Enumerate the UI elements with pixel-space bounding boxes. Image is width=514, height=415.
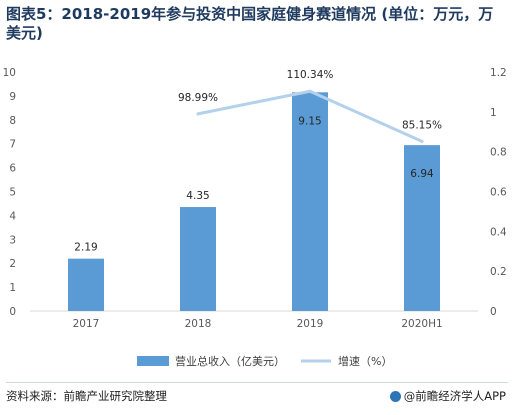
x-tick-label: 2017	[73, 318, 100, 330]
chart: 0 1 2 3 4 5 6 7 8 9 10 0 0.2 0.4 0.6 0.8 1 1.2 2017 2018 201…	[3, 67, 507, 368]
chart-title: 图表5：2018-2019年参与投资中国家庭健身赛道情况 (单位：万元，万美元)	[6, 5, 494, 42]
y-right-tick-label: 1.2	[490, 67, 507, 79]
line-value-label: 85.15%	[402, 119, 442, 131]
growth-rate-point	[420, 139, 424, 143]
x-tick-label: 2020H1	[401, 318, 442, 330]
x-tick-label: 2019	[297, 318, 324, 330]
y-right-tick-label: 0.4	[490, 226, 507, 238]
brand-credit: @前瞻经济学人APP	[389, 388, 506, 404]
y-right-tick-label: 1	[490, 107, 497, 119]
source-note: 资料来源：前瞻产业研究院整理	[6, 389, 167, 403]
y-left-tick-label: 5	[9, 187, 16, 199]
brand-text: @前瞻经济学人APP	[403, 389, 506, 403]
y-left-tick-label: 3	[9, 234, 16, 246]
line-value-label: 110.34%	[287, 69, 334, 81]
line-value-label: 98.99%	[178, 92, 218, 104]
y-left-tick-label: 2	[9, 258, 16, 270]
bar	[180, 207, 216, 311]
y-left-tick-label: 1	[9, 282, 16, 294]
bar-value-label: 6.94	[410, 168, 434, 180]
brand-logo-icon	[389, 390, 401, 402]
y-left-tick-label: 4	[9, 210, 16, 222]
y-left-tick-label: 8	[9, 115, 16, 127]
bar-value-label: 2.19	[74, 242, 97, 254]
growth-rate-point	[308, 89, 312, 93]
y-right-tick-label: 0.8	[490, 147, 507, 159]
x-tick-label: 2018	[185, 318, 212, 330]
bar	[68, 258, 104, 311]
legend-line-label: 增速（%）	[338, 354, 392, 368]
y-left-tick-label: 7	[9, 139, 16, 151]
bar-value-label: 9.15	[298, 115, 321, 127]
legend-bar-label: 营业总收入（亿美元）	[175, 354, 285, 368]
y-right-tick-label: 0.6	[490, 187, 507, 199]
y-left-tick-label: 6	[9, 163, 16, 175]
bar-value-label: 4.35	[186, 190, 209, 202]
bar	[404, 145, 440, 311]
y-left-tick-label: 9	[9, 91, 16, 103]
y-left-tick-label: 0	[9, 306, 16, 318]
y-left-tick-label: 10	[3, 67, 16, 79]
legend-bar-swatch	[137, 356, 169, 366]
growth-rate-point	[196, 112, 200, 116]
y-right-tick-label: 0.2	[490, 266, 507, 278]
bar	[292, 92, 328, 311]
footer-divider	[6, 382, 508, 383]
y-right-tick-label: 0	[490, 306, 497, 318]
